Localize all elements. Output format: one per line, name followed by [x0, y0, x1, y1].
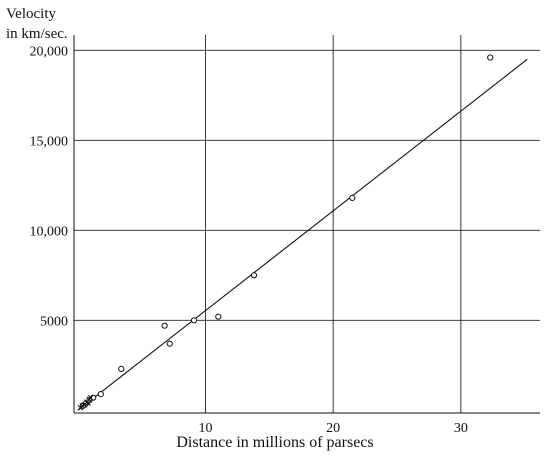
circle-point — [215, 313, 222, 320]
circle-point — [349, 194, 356, 201]
cross-point — [87, 394, 94, 401]
x-tick-labels: 10 20 30 — [199, 421, 468, 436]
x-tick-label: 10 — [199, 421, 213, 436]
circle-point — [97, 391, 104, 398]
circle-point — [118, 365, 125, 372]
circle-point — [190, 317, 198, 324]
y-axis-label-line-1: Velocity — [6, 6, 56, 22]
cross-point — [85, 400, 91, 406]
y-tick-label: 20,000 — [30, 44, 69, 59]
y-tick-label: 5000 — [40, 314, 68, 329]
x-tick-label: 20 — [326, 421, 340, 436]
circle-point — [86, 397, 93, 404]
cross-stroke — [87, 394, 94, 401]
circle-point — [487, 54, 494, 61]
grid-lines — [74, 35, 540, 413]
y-tick-label: 10,000 — [30, 224, 69, 239]
axes — [73, 35, 540, 414]
cross-stroke — [85, 400, 91, 406]
y-axis-label-line-2: in km/sec. — [6, 26, 68, 42]
data-points — [77, 54, 494, 411]
y-axis-label: Velocity in km/sec. — [6, 4, 68, 44]
y-tick-label: 15,000 — [30, 134, 69, 149]
x-axis-label: Distance in millions of parsecs — [176, 434, 374, 451]
x-tick-label: 30 — [454, 421, 468, 436]
regression-line — [77, 58, 528, 411]
circle-point — [166, 340, 173, 347]
circle-point — [161, 322, 168, 329]
y-tick-labels: 5000 10,000 15,000 20,000 — [30, 44, 69, 329]
circle-point — [250, 272, 258, 279]
